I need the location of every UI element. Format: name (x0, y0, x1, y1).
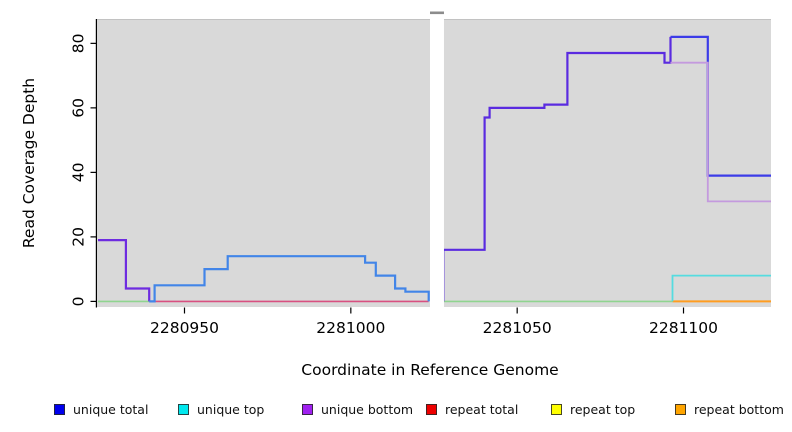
series-unique-bottom-seg1 (670, 61, 771, 203)
x-tick-label: 2281100 (649, 319, 718, 337)
x-tick-label: 2281050 (483, 319, 552, 337)
y-tick-label: 20 (69, 227, 87, 247)
y-tick-label: 40 (69, 163, 87, 183)
legend-swatch-repeat-bottom (675, 403, 686, 415)
legend-label: repeat bottom (694, 401, 784, 417)
series-unique-total-seg1 (98, 239, 151, 302)
masked-region (430, 18, 444, 308)
legend-label: unique total (73, 401, 149, 417)
series-layer (97, 35, 771, 303)
legend-label: unique bottom (321, 401, 414, 417)
y-tick-label: 80 (69, 34, 87, 54)
series-unique-total-seg2 (149, 255, 430, 303)
legend-item-repeat-top: repeat top (551, 399, 635, 419)
legend-item-repeat-bottom: repeat bottom (675, 399, 784, 419)
x-axis-title: Coordinate in Reference Genome (301, 361, 559, 379)
x-tick-label: 2280950 (150, 319, 219, 337)
legend: unique total unique top unique bottom repea… (0, 399, 792, 423)
legend-item-repeat-total: repeat total (426, 399, 518, 419)
legend-item-unique-bottom: unique bottom (302, 399, 413, 419)
legend-label: repeat total (445, 401, 519, 417)
legend-item-unique-total: unique total (54, 399, 148, 419)
legend-label: unique top (197, 401, 265, 417)
y-axis-title: Read Coverage Depth (20, 77, 38, 249)
y-tick-label: 60 (69, 98, 87, 118)
legend-label: repeat top (570, 401, 636, 417)
y-tick-label: 0 (69, 296, 87, 306)
legend-swatch-repeat-top (551, 403, 562, 415)
x-tick-label: 2281000 (316, 319, 385, 337)
legend-swatch-unique-top (178, 403, 189, 415)
legend-swatch-unique-total (54, 403, 65, 415)
masked-region-cap (430, 11, 444, 15)
series-unique-top-seg1 (671, 274, 771, 302)
legend-item-unique-top: unique top (178, 399, 264, 419)
series-unique-total-seg3 (442, 36, 672, 302)
legend-swatch-repeat-total (426, 403, 437, 415)
legend-swatch-unique-bottom (302, 403, 313, 415)
